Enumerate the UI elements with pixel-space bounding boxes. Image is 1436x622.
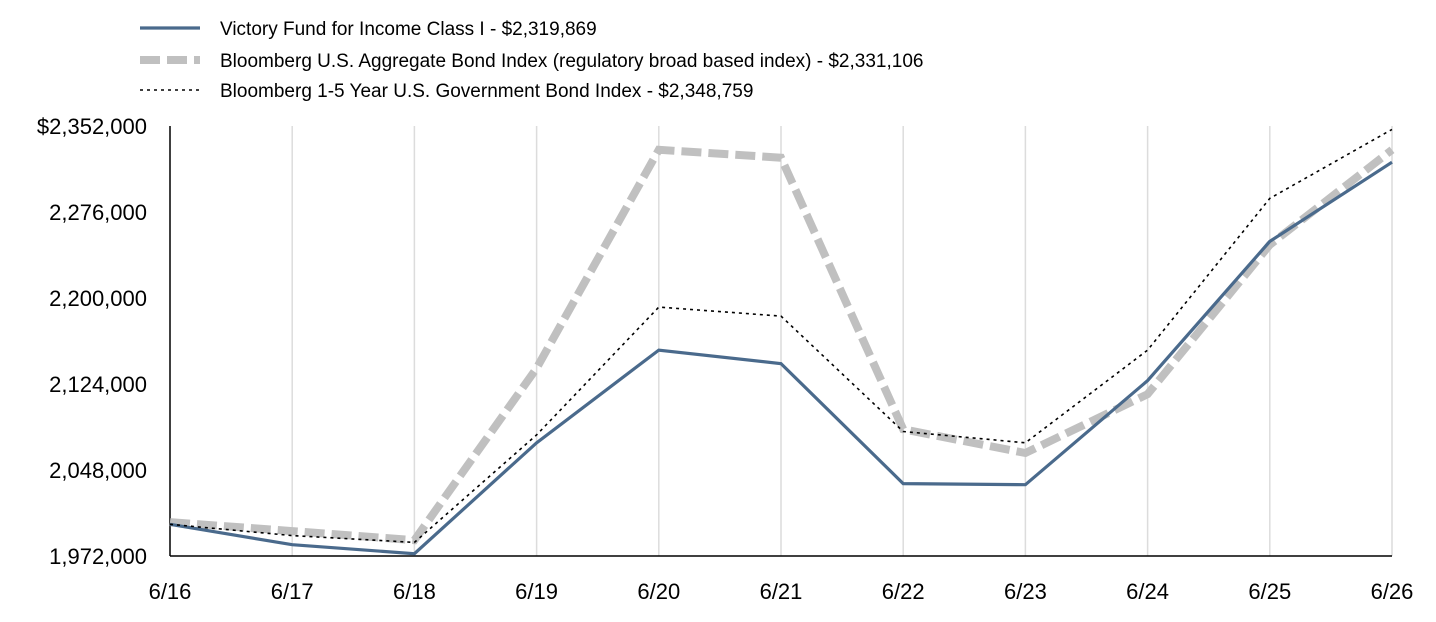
series-line bbox=[169, 160, 1393, 556]
series-group bbox=[169, 128, 1395, 556]
axes bbox=[169, 126, 1392, 557]
y-tick-label: $2,352,000 bbox=[37, 114, 147, 139]
legend-label: Bloomberg 1-5 Year U.S. Government Bond … bbox=[220, 81, 753, 102]
series-line bbox=[169, 145, 1395, 545]
legend-label: Bloomberg U.S. Aggregate Bond Index (reg… bbox=[220, 51, 923, 72]
x-tick-label: 6/16 bbox=[149, 579, 192, 604]
x-tick-label: 6/18 bbox=[393, 579, 436, 604]
y-tick-label: 2,276,000 bbox=[49, 200, 147, 225]
y-tick-label: 1,972,000 bbox=[49, 544, 147, 569]
y-tick-label: 2,048,000 bbox=[49, 458, 147, 483]
y-tick-label: 2,124,000 bbox=[49, 372, 147, 397]
legend: Victory Fund for Income Class I - $2,319… bbox=[140, 19, 923, 102]
x-tick-label: 6/22 bbox=[882, 579, 925, 604]
gridlines bbox=[291, 126, 1393, 556]
x-tick-label: 6/20 bbox=[637, 579, 680, 604]
legend-label: Victory Fund for Income Class I - $2,319… bbox=[220, 19, 597, 40]
x-tick-label: 6/19 bbox=[515, 579, 558, 604]
x-tick-label: 6/25 bbox=[1248, 579, 1291, 604]
y-tick-label: 2,200,000 bbox=[49, 286, 147, 311]
x-tick-label: 6/24 bbox=[1126, 579, 1169, 604]
x-tick-labels: 6/16 6/17 6/18 6/19 6/20 6/21 6/22 6/23 6/24 6/25… bbox=[149, 579, 1414, 604]
x-tick-label: 6/17 bbox=[271, 579, 314, 604]
x-tick-label: 6/21 bbox=[760, 579, 803, 604]
x-tick-label: 6/26 bbox=[1371, 579, 1414, 604]
series-line bbox=[169, 128, 1393, 544]
x-tick-label: 6/23 bbox=[1004, 579, 1047, 604]
y-tick-labels: $2,352,000 2,276,000 2,200,000 2,124,000 2,0… bbox=[37, 114, 147, 569]
